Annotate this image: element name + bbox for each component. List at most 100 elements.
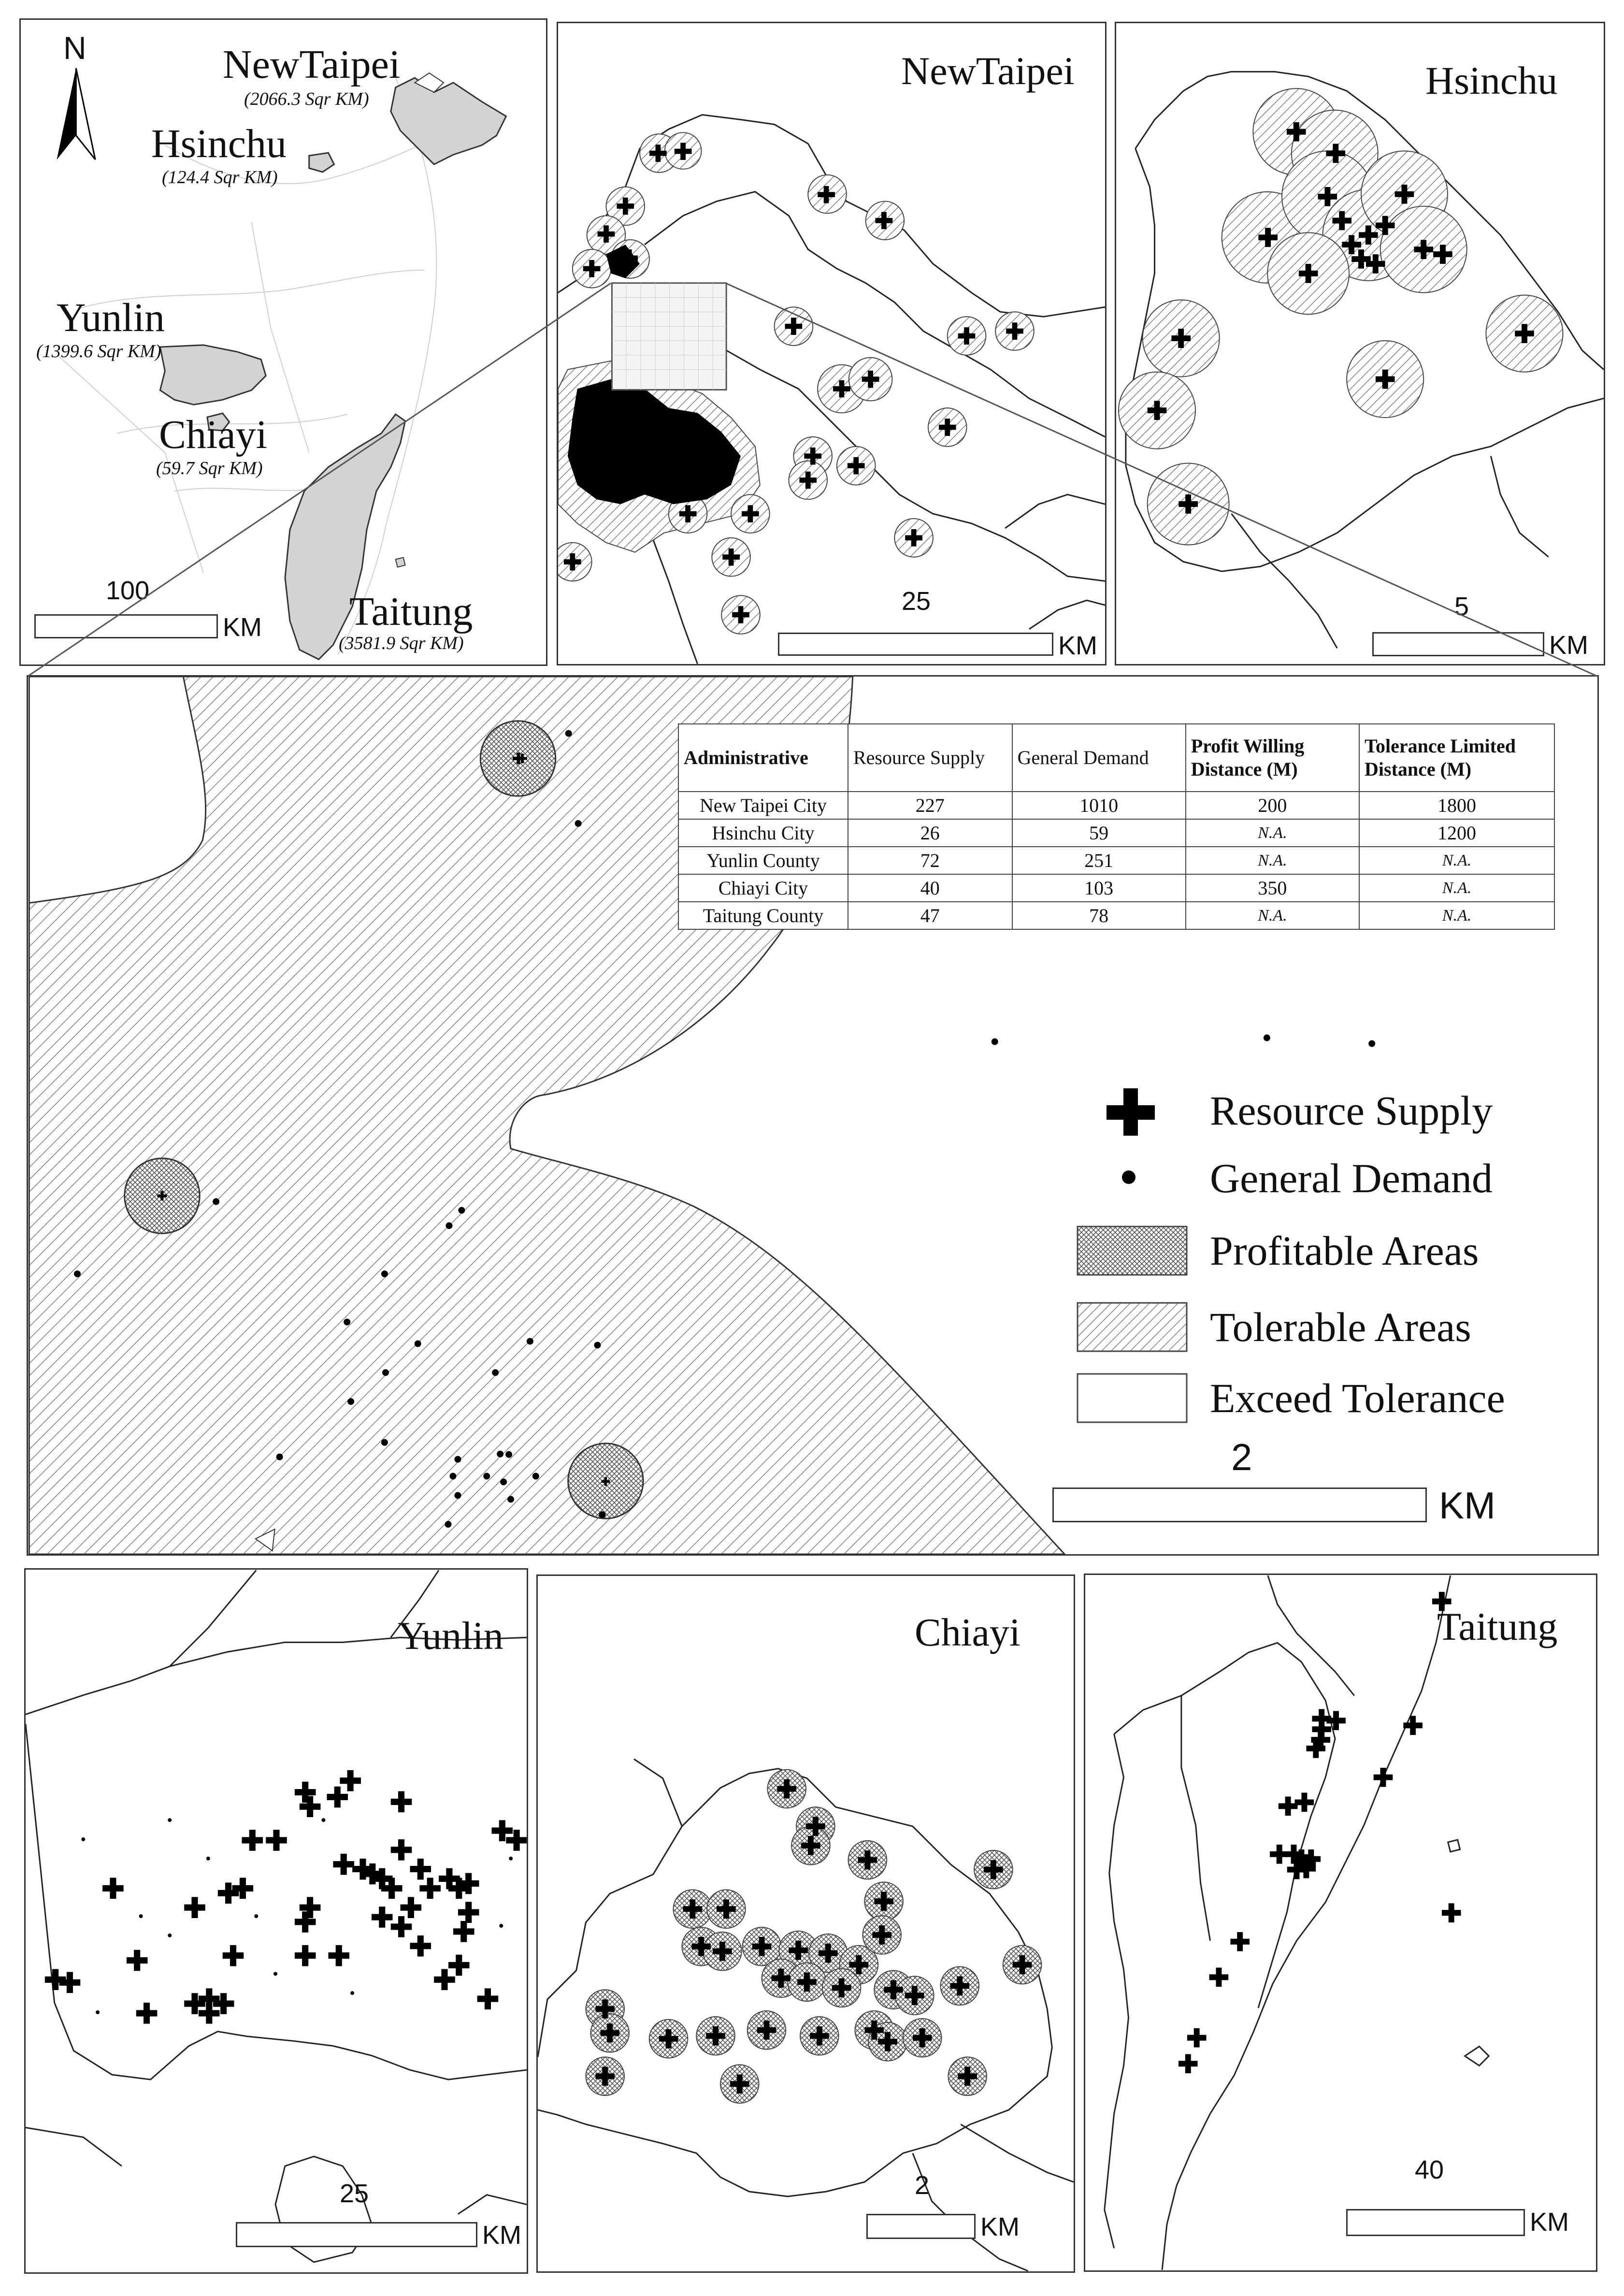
general-demand-dot-icon	[1122, 1170, 1135, 1184]
table-cell: 47	[847, 901, 1013, 930]
overview-area-newtaipei: (2066.3 Sqr KM)	[244, 89, 369, 109]
table-header-general-demand: General Demand	[1011, 723, 1186, 792]
scale-bar-rect	[34, 614, 218, 638]
table-cell: 1800	[1359, 791, 1555, 820]
table-cell: Yunlin County	[678, 846, 848, 875]
table-row: Yunlin County 72 251 N.A. N.A.	[678, 846, 1555, 875]
table-cell: 40	[847, 874, 1013, 902]
scale-value: 40	[1415, 2155, 1444, 2184]
table-cell: 72	[847, 846, 1013, 875]
scale-value: 2	[1231, 1436, 1252, 1478]
hsinchu-panel-title: Hsinchu	[1425, 58, 1558, 102]
scale-bar-rect	[866, 2214, 976, 2239]
zoom-scale-bar: 2 KM	[1052, 1435, 1536, 1532]
scale-value: 100	[106, 576, 150, 605]
yunlin-map	[26, 1570, 527, 2263]
scale-unit: KM	[482, 2221, 521, 2250]
newtaipei-map	[558, 114, 1105, 664]
scale-bar-rect	[1052, 1487, 1427, 1522]
scale-bar-rect	[236, 2222, 477, 2247]
chiayi-panel-title: Chiayi	[915, 1610, 1020, 1654]
overview-map-panel: N NewTaipei (2066.3 Sqr KM) Hsinchu (124…	[19, 18, 547, 666]
scale-value: 25	[340, 2179, 369, 2208]
scale-value: 25	[902, 587, 931, 616]
hsinchu-region-shape	[308, 152, 335, 173]
table-cell: Taitung County	[678, 901, 848, 930]
legend-label: Tolerable Areas	[1210, 1304, 1471, 1350]
table-header-tolerance-limited-distance: Tolerance Limited Distance (M)	[1359, 723, 1555, 792]
scale-unit: KM	[223, 613, 262, 642]
table-cell: N.A.	[1359, 846, 1555, 875]
north-label: N	[63, 30, 86, 66]
taitung-map-panel: Taitung 40 KM	[1084, 1574, 1597, 2272]
zoom-detail-panel: Administrative Resource Supply General D…	[27, 675, 1599, 1556]
taitung-panel-title: Taitung	[1437, 1604, 1558, 1648]
table-row: Chiayi City 40 103 350 N.A.	[678, 874, 1555, 902]
table-cell: 1200	[1359, 819, 1555, 847]
table-cell: 26	[847, 819, 1013, 847]
newtaipei-scale-bar: 25 KM	[778, 586, 1105, 660]
yunlin-panel-title: Yunlin	[398, 1614, 503, 1658]
yunlin-region-shape	[159, 344, 267, 405]
hsinchu-map	[1118, 71, 1604, 649]
overview-label-chiayi: Chiayi	[159, 412, 267, 457]
overview-label-hsinchu: Hsinchu	[151, 121, 287, 166]
scale-unit: KM	[1439, 1484, 1495, 1527]
crosshatch-swatch-icon	[1077, 1226, 1188, 1276]
statistics-table: Administrative Resource Supply General D…	[678, 723, 1555, 930]
blank-swatch-icon	[1077, 1373, 1188, 1423]
table-header-administrative: Administrative	[678, 723, 848, 792]
newtaipei-map-panel: NewTaipei 25 KM	[557, 22, 1107, 665]
scale-value: 5	[1454, 592, 1469, 621]
zoom-extent-box	[611, 282, 727, 390]
table-cell: 78	[1011, 901, 1186, 930]
overview-label-taitung: Taitung	[349, 589, 473, 634]
overview-label-newtaipei: NewTaipei	[223, 42, 401, 87]
table-cell: 200	[1185, 791, 1360, 820]
north-arrow-icon	[57, 68, 96, 160]
hsinchu-scale-bar: 5 KM	[1372, 574, 1604, 660]
overview-area-yunlin: (1399.6 Sqr KM)	[36, 341, 161, 361]
table-cell: Hsinchu City	[678, 819, 848, 847]
table-cell: 1010	[1011, 791, 1186, 820]
taitung-scale-bar: 40 KM	[1346, 2155, 1596, 2247]
chiayi-map	[538, 1758, 1074, 2271]
table-cell: N.A.	[1359, 874, 1555, 902]
table-row: Taitung County 47 78 N.A. N.A.	[678, 901, 1555, 930]
table-cell: New Taipei City	[678, 791, 848, 820]
resource-supply-cross-icon	[1107, 1088, 1155, 1136]
legend-label: General Demand	[1210, 1155, 1493, 1201]
scale-unit: KM	[1530, 2208, 1569, 2237]
table-cell: N.A.	[1359, 901, 1555, 930]
scale-unit: KM	[1058, 631, 1097, 660]
table-cell: 227	[847, 791, 1013, 820]
table-header-profit-willing-distance: Profit Willing Distance (M)	[1185, 723, 1360, 792]
yunlin-map-panel: Yunlin 25 KM	[24, 1568, 528, 2274]
overview-area-taitung: (3581.9 Sqr KM)	[339, 633, 464, 653]
table-cell: 59	[1011, 819, 1186, 847]
newtaipei-region-shape	[390, 77, 507, 165]
chiayi-map-panel: Chiayi 2 KM	[536, 1574, 1075, 2273]
legend-label: Resource Supply	[1210, 1087, 1493, 1134]
table-cell: N.A.	[1185, 846, 1360, 875]
overview-area-chiayi: (59.7 Sqr KM)	[156, 458, 263, 478]
diagonal-hatch-swatch-icon	[1077, 1302, 1188, 1352]
table-cell: Chiayi City	[678, 874, 848, 902]
table-cell: 103	[1011, 874, 1186, 902]
overview-area-hsinchu: (124.4 Sqr KM)	[162, 167, 278, 188]
table-header-resource-supply: Resource Supply	[847, 723, 1013, 792]
hsinchu-map-panel: Hsinchu 5 KM	[1115, 22, 1605, 665]
yunlin-supply-points	[44, 1770, 527, 2024]
map-legend: Resource Supply General Demand Profitabl…	[1077, 1083, 1584, 1430]
overview-label-yunlin: Yunlin	[57, 295, 165, 340]
table-cell: 350	[1185, 874, 1360, 902]
table-cell: 251	[1011, 846, 1186, 875]
scale-bar-rect	[1372, 632, 1544, 656]
legend-label: Exceed Tolerance	[1210, 1375, 1505, 1421]
zoom-detail-map	[28, 677, 1376, 1554]
taitung-map	[1104, 1575, 1490, 2270]
scale-unit: KM	[980, 2212, 1020, 2241]
legend-label: Profitable Areas	[1210, 1227, 1479, 1274]
scale-bar-rect	[778, 633, 1053, 656]
scale-bar-rect	[1346, 2209, 1525, 2236]
